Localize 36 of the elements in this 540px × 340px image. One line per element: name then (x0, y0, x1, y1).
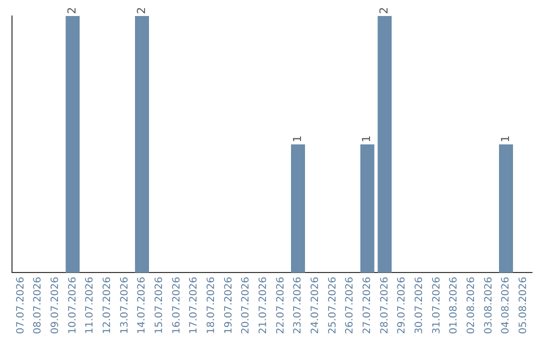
x-tick-label: 03.08.2026 (483, 276, 494, 334)
x-tick-label: 29.07.2026 (396, 276, 408, 334)
x-tick-label: 15.07.2026 (154, 276, 165, 334)
x-tick-label: 18.07.2026 (206, 276, 217, 334)
x-tick-label: 12.07.2026 (102, 276, 113, 334)
data-label: 1 (360, 135, 374, 142)
x-tick-label: 10.07.2026 (67, 276, 78, 334)
data-label: 2 (134, 7, 148, 14)
x-tick-label: 13.07.2026 (119, 276, 130, 334)
x-tick-label: 24.07.2026 (310, 276, 321, 334)
x-tick-label: 09.07.2026 (50, 276, 61, 334)
x-tick-label: 25.07.2026 (327, 276, 338, 334)
x-tick-label: 02.08.2026 (466, 276, 477, 334)
x-tick-label: 05.08.2026 (518, 276, 529, 334)
data-label: 1 (290, 135, 304, 142)
x-tick-label: 11.07.2026 (84, 276, 96, 334)
data-label: 2 (378, 7, 391, 14)
x-tick-label: 16.07.2026 (171, 276, 182, 334)
x-tick-label: 07.07.2026 (15, 276, 26, 334)
x-tick-label: 20.07.2026 (240, 276, 252, 334)
x-tick-label: 28.07.2026 (379, 276, 390, 334)
x-tick-label: 21.07.2026 (258, 276, 269, 334)
x-tick-label: 31.07.2026 (431, 276, 442, 334)
x-tick-label: 23.07.2026 (292, 276, 304, 334)
x-tick-label: 14.07.2026 (136, 276, 148, 334)
x-tick-label: 08.07.2026 (32, 276, 44, 334)
x-tick-label: 04.08.2026 (500, 276, 512, 334)
x-tick-label: 22.07.2026 (275, 276, 286, 334)
x-tick-label: 26.07.2026 (344, 276, 356, 334)
x-tick-label: 19.07.2026 (223, 276, 234, 334)
x-tick-label: 27.07.2026 (362, 276, 373, 334)
data-label: 2 (66, 7, 79, 14)
x-tick-label: 01.08.2026 (448, 276, 460, 334)
x-tick-label: 17.07.2026 (188, 276, 200, 334)
data-label: 1 (498, 135, 512, 142)
x-tick-label: 30.07.2026 (414, 276, 425, 334)
